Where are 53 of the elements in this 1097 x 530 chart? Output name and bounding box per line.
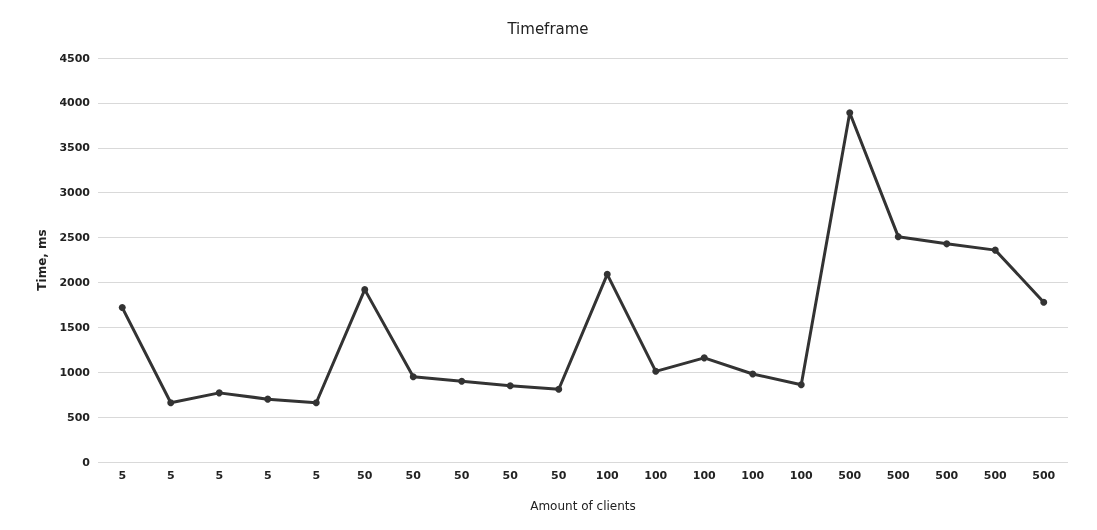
x-tick-label: 5	[118, 469, 127, 482]
point	[555, 385, 563, 393]
x-tick-label: 500	[983, 469, 1008, 482]
x-tick-label: 5	[215, 469, 224, 482]
x-tick-label: 50	[357, 469, 373, 482]
point	[264, 395, 272, 403]
point	[943, 240, 951, 248]
x-tick-label: 100	[789, 469, 814, 482]
x-tick-label: 5	[263, 469, 272, 482]
y-tick-label: 2000	[59, 275, 91, 289]
x-tick-label: 500	[1032, 469, 1056, 482]
y-tick-label: 3500	[59, 141, 91, 155]
point	[167, 399, 175, 407]
y-tick-label: 4500	[59, 51, 91, 65]
x-tick-label: 500	[886, 469, 911, 482]
x-tick-label: 50	[405, 469, 422, 482]
x-tick-label: 100	[595, 469, 620, 482]
y-axis-title: Time, ms	[35, 229, 49, 291]
x-tick-label: 100	[741, 469, 765, 482]
y-tick-label: 0	[82, 455, 91, 469]
x-axis-title: Amount of clients	[530, 499, 636, 513]
x-tick-label: 100	[692, 469, 717, 482]
y-tick-label: 2500	[59, 231, 91, 245]
x-tick-label: 50	[502, 469, 519, 482]
x-tick-label: 5	[166, 469, 175, 482]
x-tick-label: 50	[551, 469, 567, 482]
y-tick-label: 500	[67, 410, 91, 424]
y-tick-label: 1500	[59, 320, 91, 334]
x-tick-label: 100	[644, 469, 668, 482]
x-tick-label: 5	[312, 469, 321, 482]
point	[991, 246, 999, 254]
point	[894, 233, 902, 241]
point	[749, 370, 757, 378]
chart-title: Timeframe	[506, 19, 589, 38]
point	[361, 286, 369, 294]
point	[700, 354, 708, 362]
y-tick-label: 3000	[59, 186, 91, 200]
point	[312, 399, 320, 407]
point	[603, 270, 611, 278]
point	[797, 381, 805, 389]
point	[215, 389, 223, 397]
y-tick-label: 4000	[59, 96, 91, 110]
x-tick-label: 50	[454, 469, 470, 482]
point	[652, 367, 660, 375]
point	[846, 109, 854, 117]
x-tick-label: 500	[838, 469, 862, 482]
point	[118, 304, 126, 312]
point	[458, 377, 466, 385]
point	[409, 373, 417, 381]
point	[1040, 298, 1048, 306]
x-tick-label: 500	[935, 469, 959, 482]
point	[506, 382, 514, 390]
y-tick-label: 1000	[59, 365, 91, 379]
